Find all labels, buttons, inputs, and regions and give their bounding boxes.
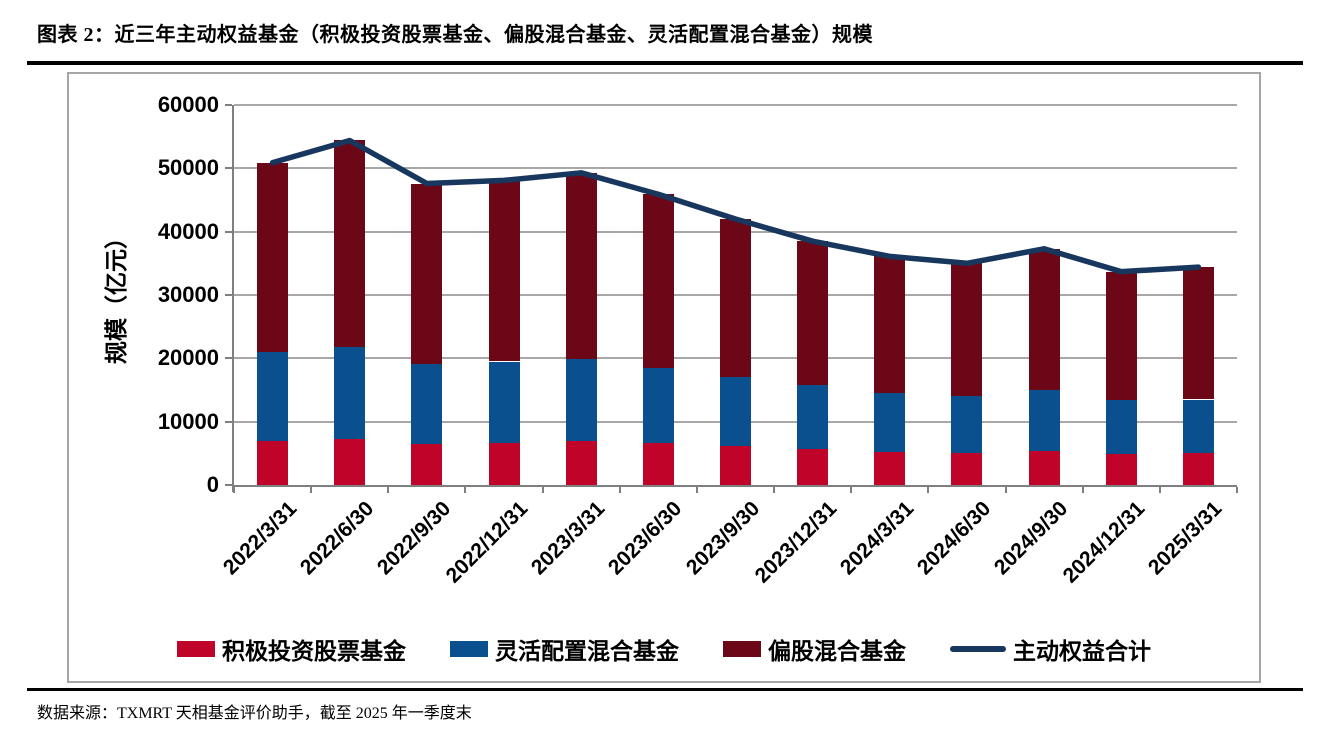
legend-item: 积极投资股票基金	[177, 632, 406, 666]
gridline	[234, 167, 1237, 170]
bar-segment	[720, 445, 751, 485]
x-axis-tick	[464, 487, 467, 493]
y-axis-tick	[225, 167, 232, 170]
bar-segment	[797, 241, 829, 385]
y-tick-label: 30000	[157, 282, 219, 307]
x-axis-tick	[927, 487, 930, 493]
figure-title: 图表 2：近三年主动权益基金（积极投资股票基金、偏股混合基金、灵活配置混合基金）…	[37, 24, 873, 46]
bar-segment	[1028, 248, 1060, 390]
bar-segment	[720, 377, 751, 446]
legend-color-swatch	[450, 641, 488, 657]
bar-segment	[565, 172, 597, 359]
bar-segment	[488, 361, 520, 444]
bar-segment	[1105, 400, 1137, 454]
x-axis-tick	[618, 487, 621, 493]
gridline	[234, 104, 1237, 106]
y-tick-label: 0	[206, 472, 219, 497]
bar-segment	[334, 140, 366, 347]
x-axis-tick	[773, 487, 776, 493]
bar-segment	[257, 352, 289, 441]
legend-label: 灵活配置混合基金	[495, 638, 679, 664]
bar-segment	[334, 346, 366, 439]
x-axis-tick	[695, 487, 698, 493]
legend-line-swatch	[950, 646, 1006, 652]
legend-item: 偏股混合基金	[723, 632, 906, 666]
bar-segment	[1182, 399, 1214, 454]
bar-segment	[720, 219, 751, 378]
bar-segment	[565, 358, 597, 441]
x-axis-tick	[1236, 487, 1238, 493]
bar-segment	[874, 392, 906, 453]
total-line	[269, 137, 1202, 275]
bar-segment	[257, 440, 289, 485]
bar-segment	[411, 364, 443, 445]
y-axis-tick	[225, 230, 232, 233]
legend-color-swatch	[723, 641, 761, 657]
legend-color-swatch	[177, 641, 215, 657]
y-axis-tick	[225, 484, 232, 486]
y-tick-label: 20000	[157, 345, 219, 371]
bar-segment	[797, 448, 829, 485]
x-axis-tick	[850, 487, 853, 493]
x-axis-tick	[1158, 487, 1161, 493]
y-axis-tick	[225, 420, 232, 423]
data-source-note: 数据来源：TXMRT 天相基金评价助手，截至 2025 年一季度末	[37, 705, 472, 722]
y-tick-label: 50000	[157, 155, 219, 181]
y-axis-tick	[225, 357, 232, 360]
footer-divider-rule	[27, 688, 1303, 691]
title-divider-rule	[27, 61, 1303, 65]
chart-legend: 积极投资股票基金 灵活配置混合基金 偏股混合基金 主动权益合计	[69, 632, 1259, 666]
y-axis-tick	[225, 294, 232, 296]
bar-segment	[1028, 390, 1060, 452]
bar-segment	[488, 443, 520, 485]
bar-segment	[1105, 453, 1137, 485]
x-axis-tick	[233, 487, 235, 493]
bar-segment	[951, 453, 983, 485]
bar-segment	[951, 396, 983, 454]
bar-segment	[642, 443, 674, 485]
x-axis-tick	[310, 487, 313, 493]
bar-segment	[411, 444, 443, 485]
bar-segment	[411, 183, 443, 365]
bar-segment	[257, 162, 289, 352]
legend-item: 灵活配置混合基金	[450, 632, 679, 666]
bar-segment	[951, 263, 983, 397]
y-tick-label: 60000	[157, 92, 219, 117]
legend-label: 积极投资股票基金	[222, 638, 406, 664]
y-axis-tick	[225, 104, 232, 106]
x-axis-tick	[1081, 487, 1084, 493]
x-axis-line	[232, 485, 1237, 487]
bar-segment	[1182, 453, 1214, 485]
bar-segment	[874, 256, 906, 393]
bar-segment	[1182, 267, 1214, 400]
bar-segment	[1105, 271, 1137, 401]
x-axis-tick	[541, 487, 544, 493]
x-axis-tick	[1004, 487, 1007, 493]
bar-segment	[565, 440, 597, 485]
bar-segment	[874, 452, 906, 485]
legend-label: 偏股混合基金	[768, 638, 906, 664]
plot-area: 0 10000 20000 30000 40000 50000 60000 2022/3/31…	[158, 92, 1238, 588]
total-line-chart	[269, 137, 1202, 275]
x-axis-tick	[387, 487, 390, 493]
legend-label: 主动权益合计	[1013, 638, 1151, 664]
bar-segment	[488, 180, 520, 362]
y-axis-line	[232, 105, 234, 492]
bar-segment	[642, 194, 674, 368]
bar-segment	[1028, 451, 1060, 485]
y-tick-label: 10000	[157, 408, 219, 434]
bar-segment	[797, 384, 829, 449]
y-tick-label: 40000	[157, 218, 219, 244]
chart-container: 规模（亿元） 0 10000 20000 30000 40000 50000 60000 20…	[67, 72, 1261, 683]
bar-segment	[642, 367, 674, 444]
bar-segment	[334, 438, 366, 485]
legend-item: 主动权益合计	[950, 632, 1151, 666]
